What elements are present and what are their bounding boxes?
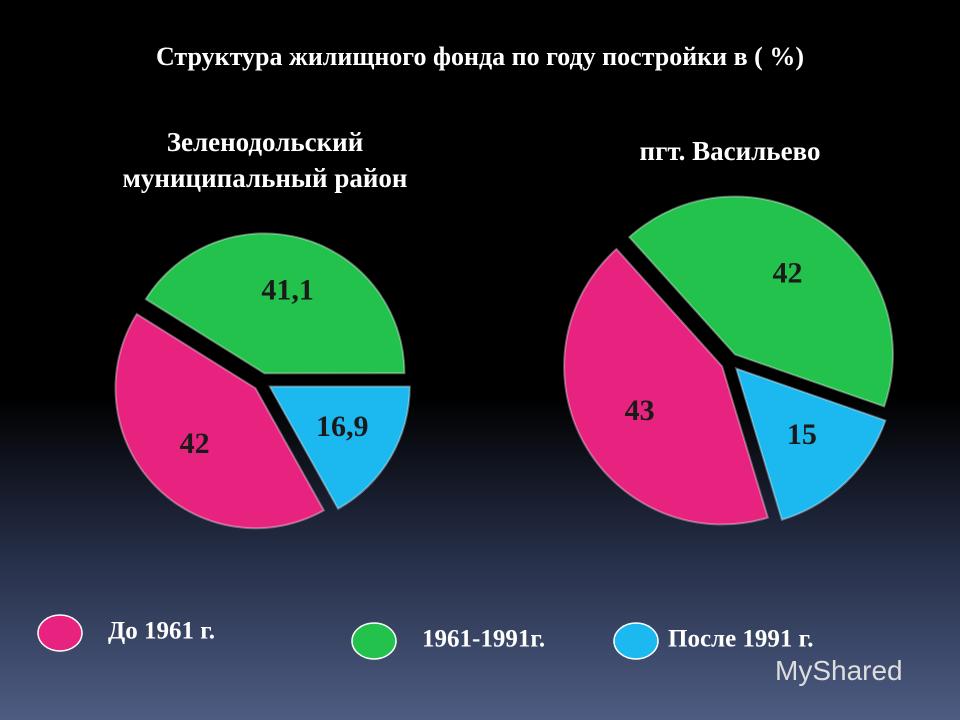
- pie-slice: [268, 385, 411, 511]
- chart-title: пгт. Васильево: [639, 136, 821, 166]
- data-label: 41,1: [261, 273, 314, 306]
- watermark: MyShared: [775, 655, 903, 686]
- chart-title: Зеленодольский муниципальный район: [122, 127, 408, 193]
- data-label: 42: [180, 427, 210, 460]
- data-label: 16,9: [316, 410, 369, 443]
- legend-label: До 1961 г.: [108, 618, 215, 645]
- legend-swatch: [613, 622, 659, 660]
- legend-label: 1961-1991г.: [422, 626, 545, 653]
- data-label: 43: [625, 394, 655, 427]
- pie-slice: [627, 195, 894, 408]
- legend-swatch: [37, 614, 83, 652]
- data-label: 15: [787, 418, 817, 451]
- pie-slice: [144, 232, 406, 375]
- data-label: 42: [772, 256, 802, 289]
- pie-slice: [114, 312, 326, 530]
- legend-swatch: [351, 622, 397, 660]
- pie-slice: [563, 247, 770, 526]
- slide-title: Структура жилищного фонда по году постро…: [155, 42, 805, 71]
- legend-label: После 1991 г.: [668, 626, 813, 653]
- pie-slice: [734, 366, 887, 521]
